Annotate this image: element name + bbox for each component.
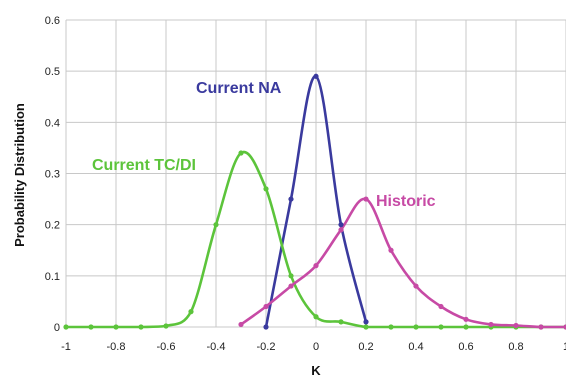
y-tick-label: 0.2 [45, 220, 60, 232]
point-current-tc-di [113, 324, 119, 330]
series-label-historic: Historic [376, 193, 436, 210]
series-label-current-tc-di: Current TC/DI [92, 157, 196, 174]
point-historic [288, 283, 294, 289]
point-historic [488, 321, 494, 328]
point-current-tc-di [338, 319, 344, 325]
point-historic [338, 227, 344, 233]
point-historic [413, 283, 419, 289]
y-tick-label: 0.4 [45, 117, 60, 129]
y-tick-label: 0.1 [45, 271, 60, 283]
grid [65, 19, 566, 328]
y-tick-label: 0.6 [45, 15, 60, 27]
x-tick-label: 0.8 [508, 341, 523, 353]
x-tick-label: -1 [61, 341, 71, 353]
x-tick-label: 0.4 [408, 341, 423, 353]
point-current-tc-di [313, 314, 319, 320]
point-current-tc-di [213, 222, 219, 228]
x-tick-label: 0.2 [358, 341, 373, 353]
point-historic [513, 322, 519, 329]
y-axis-title: Probability Distribution [12, 103, 27, 247]
x-tick-label: -0.6 [157, 341, 176, 353]
x-tick-label: 1 [563, 341, 566, 353]
line-current-tc-di [66, 150, 566, 329]
point-historic [363, 196, 369, 202]
y-tick-label: 0 [54, 322, 60, 334]
point-historic [538, 324, 544, 330]
point-current-tc-di [163, 323, 169, 329]
point-historic [238, 321, 244, 328]
point-current-tc-di [413, 324, 419, 330]
point-current-na [338, 222, 344, 228]
x-tick-label: -0.4 [207, 341, 226, 353]
series-points [63, 73, 566, 330]
point-current-tc-di [288, 273, 294, 279]
series-labels: Current NA Current TC/DI Historic [92, 80, 436, 210]
point-current-na [313, 73, 319, 79]
point-historic [263, 303, 269, 310]
y-axis-ticks: 0 0.1 0.2 0.3 0.4 0.5 0.6 [45, 15, 60, 334]
point-current-na [363, 319, 369, 325]
x-axis-ticks: -1 -0.8 -0.6 -0.4 -0.2 0 0.2 0.4 0.6 0.8 1 [61, 341, 566, 353]
x-tick-label: -0.2 [257, 341, 276, 353]
x-tick-label: -0.8 [107, 341, 126, 353]
point-historic [463, 316, 469, 322]
point-current-tc-di [138, 324, 144, 330]
series-label-current-na: Current NA [196, 80, 282, 97]
y-tick-label: 0.3 [45, 169, 60, 181]
x-tick-label: 0 [313, 341, 319, 353]
point-current-tc-di [438, 324, 444, 330]
y-tick-label: 0.5 [45, 66, 60, 78]
point-current-tc-di [463, 324, 469, 330]
point-historic [438, 303, 444, 310]
point-current-na [263, 324, 269, 330]
point-current-tc-di [263, 186, 269, 192]
point-current-tc-di [63, 324, 69, 330]
point-historic [563, 324, 566, 330]
point-historic [388, 247, 394, 253]
point-current-tc-di [188, 309, 194, 315]
x-tick-label: 0.6 [458, 341, 473, 353]
point-current-tc-di [388, 324, 394, 330]
point-current-tc-di [238, 150, 244, 156]
point-current-tc-di [363, 324, 369, 330]
point-current-tc-di [88, 324, 94, 330]
point-current-na [288, 196, 294, 202]
point-historic [313, 263, 319, 269]
x-axis-title: K [311, 363, 321, 378]
line-historic [240, 197, 566, 329]
